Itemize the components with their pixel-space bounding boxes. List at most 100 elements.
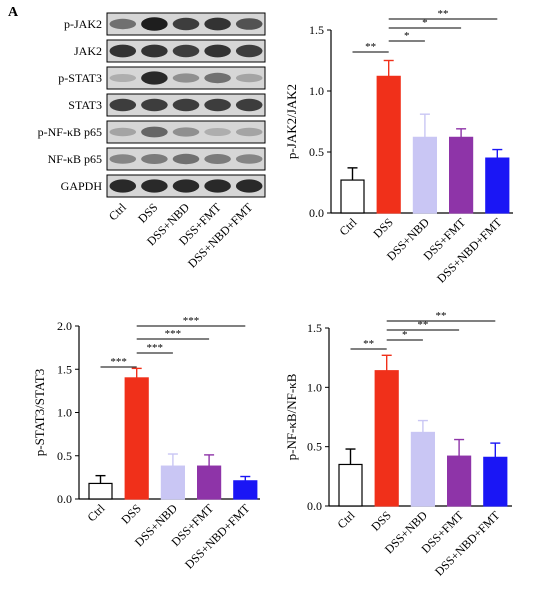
blot-band	[109, 44, 137, 58]
chart-p-stat3: 0.0 0.5 1.0 1.5 2.0 p-STAT3/STAT3 Ctrl DSS DSS+N…	[32, 315, 260, 572]
y-tick-label: 0.0	[309, 206, 324, 220]
y-tick-label: 2.0	[57, 319, 72, 333]
blot-band	[109, 98, 137, 112]
y-axis-label: p-JAK2/JAK2	[284, 84, 299, 159]
blot-band	[141, 44, 168, 58]
x-tick-label: DSS	[368, 508, 393, 533]
bar	[376, 75, 401, 214]
blot-band	[109, 74, 137, 82]
bar	[485, 157, 510, 214]
blot-band	[141, 17, 168, 31]
y-tick-label: 1.5	[309, 23, 324, 37]
blot-band	[141, 71, 168, 85]
x-tick-label: Ctrl	[337, 215, 361, 239]
blot-band	[235, 127, 263, 137]
significance-label: ***	[147, 342, 164, 354]
blot-band	[235, 73, 263, 83]
blot-band	[235, 98, 263, 112]
blot-band	[141, 154, 168, 164]
y-tick-label: 1.5	[307, 321, 322, 335]
significance-label: ***	[183, 315, 200, 327]
blot-band	[109, 154, 137, 164]
blot-lane-label: Ctrl	[106, 200, 130, 224]
blot-band	[109, 18, 137, 30]
significance-label: **	[417, 319, 428, 331]
blot-band	[172, 153, 200, 165]
y-tick-label: 0.5	[57, 449, 72, 463]
blot-band	[204, 44, 231, 58]
y-tick-label: 0.5	[309, 145, 324, 159]
blot-band	[235, 154, 263, 164]
significance-label: **	[363, 338, 374, 350]
panel-letter: A	[8, 5, 19, 20]
bar	[449, 136, 474, 214]
bar	[124, 377, 149, 500]
x-tick-label: DSS+NBD+FMT	[182, 501, 253, 572]
blot-band	[204, 154, 231, 164]
y-tick-label: 1.0	[307, 380, 322, 394]
x-tick-label: DSS	[118, 501, 143, 526]
significance-label: **	[436, 310, 447, 322]
bar	[412, 136, 437, 214]
blot-band	[172, 179, 200, 193]
bar	[160, 465, 185, 500]
x-tick-label: Ctrl	[335, 508, 359, 532]
blot-band	[235, 179, 263, 193]
blot-band	[172, 44, 200, 58]
blot-band	[204, 17, 231, 31]
significance-label: *	[422, 17, 428, 29]
significance-label: *	[404, 30, 410, 42]
significance-label: **	[365, 41, 376, 53]
blot-row-label: NF-κB p65	[48, 152, 102, 166]
bar	[410, 431, 435, 507]
y-axis-label: p-STAT3/STAT3	[32, 369, 47, 456]
bar	[374, 370, 399, 507]
blot-band	[204, 128, 231, 136]
y-tick-label: 1.0	[57, 406, 72, 420]
blot-band	[141, 98, 168, 112]
blot-row-label: p-NF-κB p65	[38, 125, 102, 139]
x-tick-label: DSS+NBD+FMT	[434, 215, 505, 286]
x-tick-label: Ctrl	[85, 501, 109, 525]
bar	[447, 455, 472, 507]
bar	[233, 480, 258, 500]
blot-band	[141, 179, 168, 193]
bar	[197, 465, 222, 500]
blot-row-label: GAPDH	[61, 179, 103, 193]
blot-row-label: p-STAT3	[58, 71, 102, 85]
bar	[340, 179, 365, 214]
y-axis-label: p-NF-κB/NF-κB	[284, 373, 299, 460]
y-tick-label: 1.0	[309, 84, 324, 98]
bar	[88, 482, 113, 500]
blot-band	[235, 18, 263, 30]
bar	[338, 463, 363, 507]
significance-label: ***	[165, 328, 182, 340]
blot-band	[141, 126, 168, 138]
significance-label: ***	[110, 356, 127, 368]
blot-row-label: p-JAK2	[64, 17, 102, 31]
blot-band	[235, 44, 263, 58]
y-tick-label: 1.5	[57, 362, 72, 376]
y-tick-label: 0.0	[307, 499, 322, 513]
bar	[483, 456, 508, 507]
blot-band	[172, 17, 200, 31]
blot-band	[172, 127, 200, 137]
blot-band	[204, 98, 231, 112]
blot-lane-label: DSS	[135, 200, 160, 225]
western-blot-panel: p-JAK2 JAK2 p-STAT3 STAT3 p-NF-κB p65 NF-κB p…	[38, 12, 266, 271]
blot-row-label: STAT3	[68, 98, 102, 112]
significance-label: *	[402, 329, 408, 341]
blot-band	[172, 73, 200, 83]
blot-band	[204, 179, 231, 193]
blot-band	[172, 98, 200, 112]
blot-band	[109, 127, 137, 137]
blot-band	[109, 179, 137, 193]
x-tick-label: DSS	[370, 215, 395, 240]
blot-row-label: JAK2	[74, 44, 102, 58]
blot-band	[204, 72, 231, 84]
x-tick-label: DSS+NBD+FMT	[432, 508, 503, 579]
y-tick-label: 0.0	[57, 492, 72, 506]
